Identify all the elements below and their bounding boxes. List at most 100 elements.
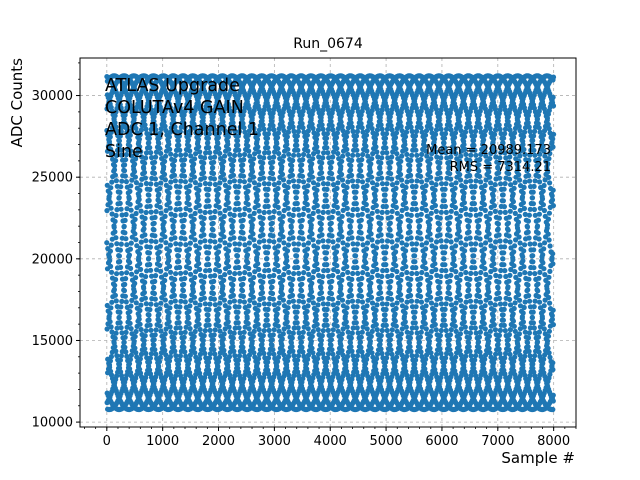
data-point (261, 181, 267, 187)
data-point (280, 297, 286, 303)
data-point (295, 241, 302, 247)
data-point (190, 338, 196, 344)
data-point (329, 214, 335, 220)
data-point (226, 305, 232, 311)
data-point (240, 334, 246, 340)
data-point (377, 221, 383, 227)
data-point (191, 121, 197, 127)
data-point (197, 351, 203, 357)
data-point (338, 219, 344, 225)
data-point (256, 149, 262, 155)
data-point (178, 330, 184, 336)
data-point (260, 346, 266, 352)
data-point (176, 320, 182, 326)
data-point (166, 190, 172, 196)
data-point (147, 261, 153, 268)
data-point (265, 261, 271, 268)
data-point (348, 292, 355, 299)
data-point (295, 304, 301, 310)
data-point (294, 247, 301, 253)
data-point (264, 312, 270, 318)
data-point (335, 180, 341, 186)
data-point (271, 127, 277, 133)
data-point (137, 144, 143, 150)
data-point (294, 253, 300, 259)
data-point (286, 269, 292, 275)
data-point (191, 333, 197, 340)
data-point (183, 324, 189, 330)
data-point (286, 151, 292, 157)
data-point (308, 338, 314, 344)
data-point (112, 282, 118, 288)
data-point (153, 127, 159, 133)
data-point (379, 238, 385, 244)
data-point (334, 130, 340, 136)
data-point (146, 197, 152, 204)
data-point (108, 263, 114, 269)
data-point (269, 337, 275, 343)
data-point (304, 321, 310, 327)
data-point (167, 324, 173, 330)
data-point (319, 122, 325, 128)
data-point (153, 327, 159, 333)
data-point (290, 298, 296, 304)
data-point (290, 330, 296, 336)
data-point (225, 134, 231, 140)
data-point (249, 289, 256, 295)
data-point (222, 207, 228, 214)
data-point (265, 131, 271, 137)
data-point (308, 289, 315, 295)
data-point (290, 178, 297, 184)
data-point (280, 234, 286, 240)
data-point (285, 358, 291, 364)
data-point (314, 187, 320, 193)
data-point (320, 273, 326, 280)
data-point (329, 159, 335, 165)
data-point (132, 333, 138, 340)
data-point (349, 298, 356, 304)
data-point (338, 228, 344, 234)
data-point (232, 325, 238, 331)
data-point (281, 272, 287, 278)
data-point (279, 336, 285, 342)
data-point (354, 241, 361, 247)
data-point (107, 134, 113, 140)
data-point (151, 220, 157, 226)
data-point (256, 182, 262, 188)
data-point (163, 153, 169, 159)
data-point (360, 270, 366, 276)
data-point (131, 338, 137, 344)
data-point (151, 290, 157, 297)
data-point (157, 323, 163, 329)
data-point (274, 191, 280, 197)
data-point (271, 208, 277, 215)
data-point (216, 306, 222, 312)
data-point (246, 207, 252, 213)
data-point (206, 355, 213, 361)
data-point (349, 348, 355, 354)
data-point (259, 221, 265, 227)
data-point (364, 207, 370, 213)
data-point (250, 333, 256, 339)
data-point (137, 356, 143, 362)
data-point (345, 299, 351, 305)
data-point (329, 296, 336, 302)
data-point (290, 235, 296, 241)
data-point (230, 218, 236, 224)
data-point (123, 179, 129, 185)
data-point (289, 282, 295, 288)
data-point (246, 326, 252, 332)
data-point (290, 276, 296, 282)
data-point (269, 170, 276, 177)
data-point (310, 156, 316, 162)
data-point (171, 172, 178, 178)
data-point (350, 152, 356, 158)
data-point (270, 278, 276, 284)
data-point (314, 131, 320, 138)
data-point (328, 337, 334, 343)
data-point (218, 274, 224, 280)
data-point (261, 209, 267, 216)
data-point (266, 150, 272, 156)
data-point (202, 274, 208, 280)
data-point (234, 314, 240, 320)
